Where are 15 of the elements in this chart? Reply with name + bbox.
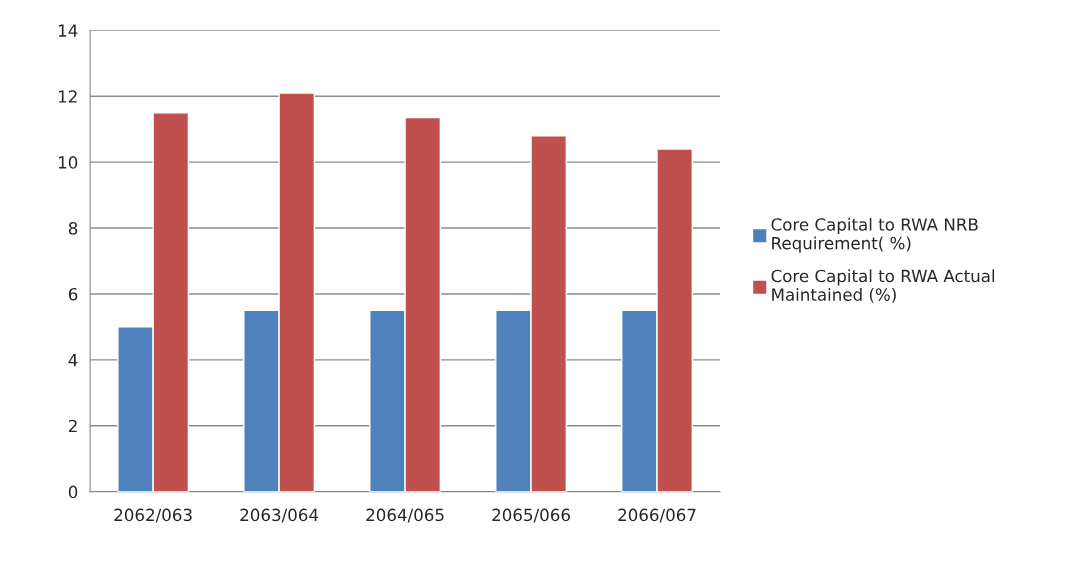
x-tick-label: 2062/063 (114, 508, 192, 523)
y-tick-label: 6 (68, 287, 78, 301)
y-tick-label: 12 (58, 90, 77, 103)
x-tick-label: 2066/067 (618, 508, 696, 523)
y-tick-label: 4 (68, 354, 78, 367)
legend-label: Core Capital to RWA NRB Requirement( %) (771, 217, 978, 253)
x-tick-label: 2063/064 (240, 508, 319, 523)
x-tick-label: 2065/066 (492, 508, 570, 523)
y-tick-label: 8 (68, 222, 78, 235)
y-tick-label: 14 (58, 24, 78, 37)
y-tick-label: 0 (68, 485, 78, 499)
y-tick-label: 2 (68, 419, 77, 433)
x-tick-label: 2064/065 (366, 508, 444, 523)
legend-label: Core Capital to RWA Actual Maintained (%) (771, 269, 995, 303)
y-tick-label: 10 (58, 156, 78, 169)
